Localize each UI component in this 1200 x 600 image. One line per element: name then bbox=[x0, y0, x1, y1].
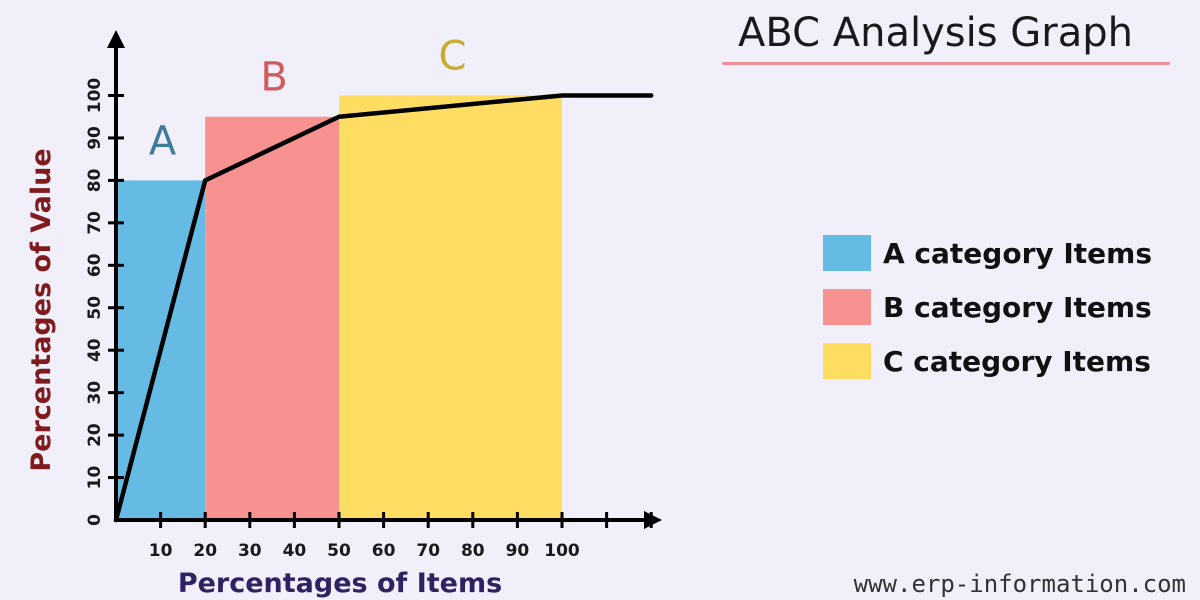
title-underline bbox=[722, 62, 1170, 65]
legend-label-c: C category Items bbox=[883, 344, 1151, 378]
y-tick-label: 50 bbox=[85, 296, 105, 320]
x-tick-label: 60 bbox=[372, 541, 396, 561]
legend-label-a: A category Items bbox=[883, 236, 1153, 270]
category-letters: A B C bbox=[149, 34, 467, 165]
category-letter-c: C bbox=[439, 34, 467, 80]
x-axis-arrow bbox=[644, 511, 662, 529]
y-tick-label: 60 bbox=[85, 253, 105, 277]
bar-b bbox=[205, 116, 339, 520]
chart-title: ABC Analysis Graph bbox=[738, 10, 1133, 56]
y-tick-label: 30 bbox=[85, 381, 105, 405]
category-letter-a: A bbox=[149, 118, 177, 164]
x-tick-label: 40 bbox=[283, 541, 307, 561]
legend-item-c: C category Items bbox=[823, 334, 1152, 388]
y-axis-arrow bbox=[107, 30, 125, 48]
watermark: www.erp-information.com bbox=[853, 570, 1186, 598]
x-tick-label: 10 bbox=[149, 541, 173, 561]
bar-c bbox=[339, 95, 562, 520]
y-tick-label: 0 bbox=[85, 514, 105, 526]
x-tick-label: 80 bbox=[461, 541, 485, 561]
axes-layer bbox=[107, 30, 662, 529]
legend-item-a: A category Items bbox=[823, 226, 1152, 280]
legend-label-b: B category Items bbox=[883, 290, 1152, 324]
line-layer bbox=[113, 93, 654, 523]
x-tick-label: 90 bbox=[506, 541, 530, 561]
y-tick-label: 80 bbox=[85, 168, 105, 192]
y-tick-label: 70 bbox=[85, 211, 105, 235]
legend-swatch-b bbox=[823, 289, 871, 325]
bars-layer bbox=[116, 95, 562, 520]
legend-swatch-a bbox=[823, 235, 871, 271]
y-tick-label: 100 bbox=[85, 78, 105, 114]
legend: A category Items B category Items C cate… bbox=[823, 226, 1152, 388]
y-tick-label: 90 bbox=[85, 126, 105, 150]
y-tick-label: 40 bbox=[85, 338, 105, 362]
x-tick-label: 70 bbox=[416, 541, 440, 561]
y-tick-label: 10 bbox=[85, 466, 105, 490]
category-letter-b: B bbox=[260, 55, 287, 101]
legend-swatch-c bbox=[823, 343, 871, 379]
x-tick-label: 50 bbox=[327, 541, 351, 561]
y-tick-label: 20 bbox=[85, 423, 105, 447]
x-axis-title: Percentages of Items bbox=[178, 568, 502, 599]
x-tick-label: 20 bbox=[193, 541, 217, 561]
x-tick-label: 30 bbox=[238, 541, 262, 561]
ticks-layer: 0 10 20 30 40 50 60 70 80 90 100 10 20 30 40 50 60 70 80 90… bbox=[85, 78, 653, 561]
legend-item-b: B category Items bbox=[823, 280, 1152, 334]
cumulative-line bbox=[113, 93, 654, 523]
x-tick-label: 100 bbox=[544, 541, 580, 561]
y-axis-title: Percentages of Value bbox=[26, 148, 57, 471]
